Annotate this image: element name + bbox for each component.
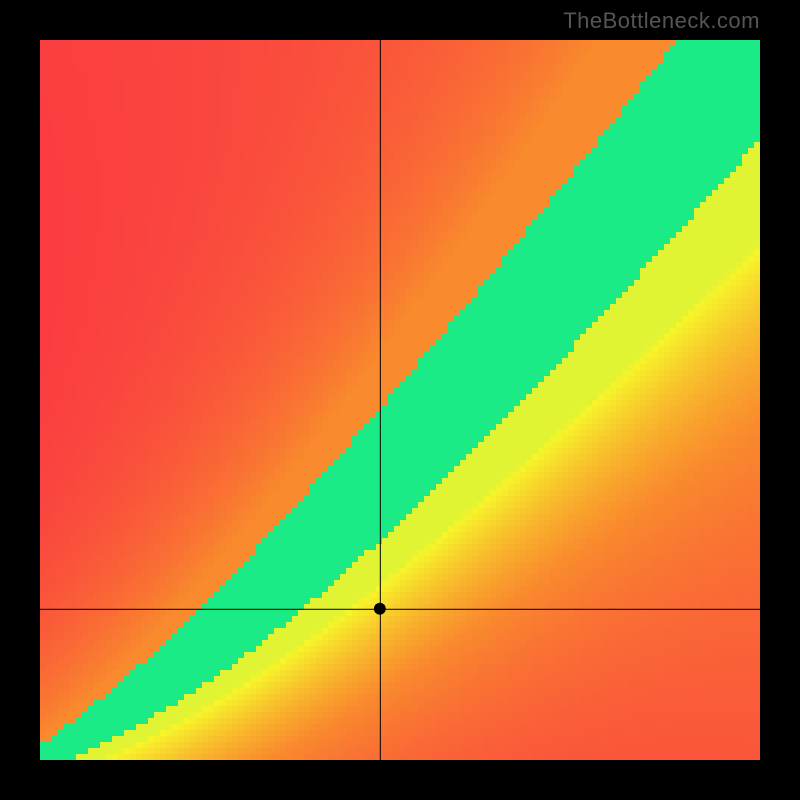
bottleneck-heatmap (40, 40, 760, 760)
plot-area (40, 40, 760, 760)
watermark-text: TheBottleneck.com (563, 8, 760, 34)
chart-frame: TheBottleneck.com (0, 0, 800, 800)
